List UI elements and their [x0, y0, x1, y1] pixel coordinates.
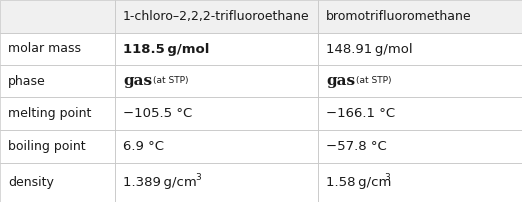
- Bar: [0, 97, 115, 130]
- Bar: [318, 33, 522, 65]
- Bar: [0, 0, 115, 33]
- Bar: [115, 0, 318, 33]
- Bar: [318, 65, 522, 97]
- Text: (at STP): (at STP): [153, 77, 188, 85]
- Text: gas: gas: [326, 74, 355, 88]
- Bar: [0, 97, 115, 130]
- Bar: [318, 97, 522, 130]
- Bar: [115, 97, 318, 130]
- Bar: [115, 130, 318, 163]
- Bar: [115, 33, 318, 65]
- Bar: [0, 0, 115, 33]
- Text: −166.1 °C: −166.1 °C: [326, 107, 395, 120]
- Bar: [318, 0, 522, 33]
- Bar: [0, 130, 115, 163]
- Bar: [115, 163, 318, 202]
- Text: 1.389 g/cm: 1.389 g/cm: [123, 176, 197, 189]
- Bar: [0, 65, 115, 97]
- Text: boiling point: boiling point: [8, 140, 86, 153]
- Text: 3: 3: [384, 173, 390, 182]
- Text: 1.58 g/cm: 1.58 g/cm: [326, 176, 392, 189]
- Text: melting point: melting point: [8, 107, 91, 120]
- Bar: [0, 65, 115, 97]
- Text: 3: 3: [195, 173, 201, 182]
- Bar: [318, 163, 522, 202]
- Bar: [115, 130, 318, 163]
- Text: 118.5 g/mol: 118.5 g/mol: [123, 42, 209, 56]
- Bar: [318, 97, 522, 130]
- Bar: [318, 130, 522, 163]
- Bar: [318, 0, 522, 33]
- Text: 1-chloro–2,2,2-trifluoroethane: 1-chloro–2,2,2-trifluoroethane: [123, 10, 310, 23]
- Text: density: density: [8, 176, 54, 189]
- Bar: [318, 33, 522, 65]
- Text: −57.8 °C: −57.8 °C: [326, 140, 387, 153]
- Bar: [115, 33, 318, 65]
- Bar: [318, 65, 522, 97]
- Text: 148.91 g/mol: 148.91 g/mol: [326, 42, 412, 56]
- Bar: [0, 163, 115, 202]
- Bar: [0, 130, 115, 163]
- Text: phase: phase: [8, 75, 46, 87]
- Bar: [115, 65, 318, 97]
- Text: (at STP): (at STP): [356, 77, 392, 85]
- Bar: [115, 65, 318, 97]
- Text: molar mass: molar mass: [8, 42, 81, 56]
- Bar: [318, 130, 522, 163]
- Text: −105.5 °C: −105.5 °C: [123, 107, 192, 120]
- Bar: [0, 163, 115, 202]
- Text: gas: gas: [123, 74, 152, 88]
- Bar: [115, 163, 318, 202]
- Text: 6.9 °C: 6.9 °C: [123, 140, 164, 153]
- Text: bromotrifluoromethane: bromotrifluoromethane: [326, 10, 471, 23]
- Bar: [0, 33, 115, 65]
- Bar: [318, 163, 522, 202]
- Bar: [115, 97, 318, 130]
- Bar: [0, 33, 115, 65]
- Bar: [115, 0, 318, 33]
